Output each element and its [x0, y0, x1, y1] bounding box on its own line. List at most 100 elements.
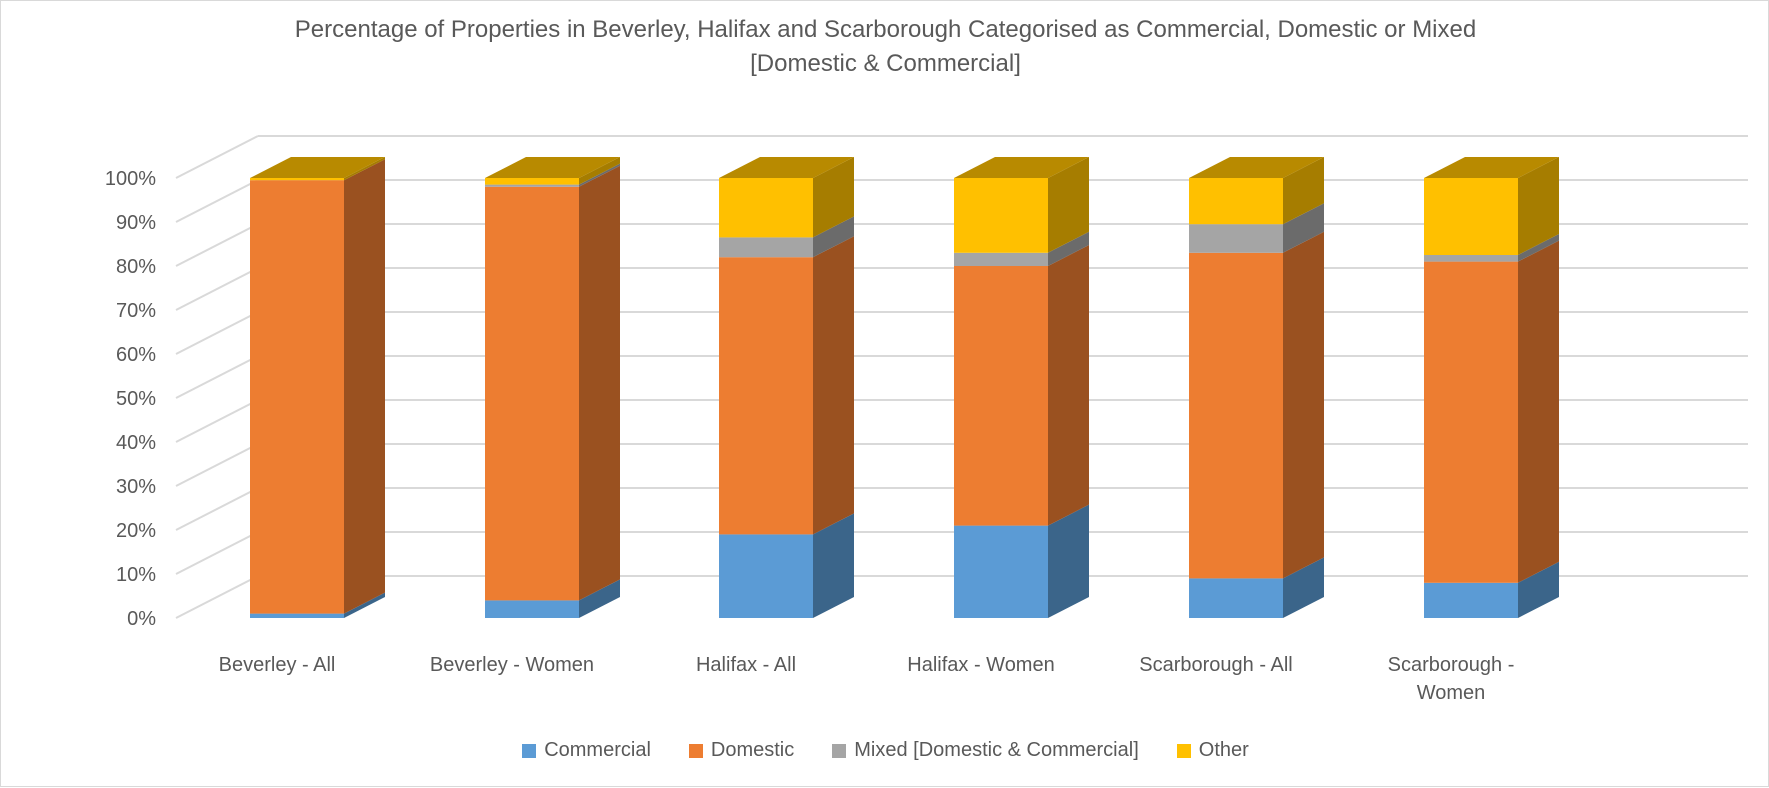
bar-domestic-side: [1518, 240, 1559, 583]
bar-other-side: [1283, 157, 1324, 225]
gridline-wall: [175, 135, 259, 179]
bar-mixed-domestic-commercial-side: [813, 216, 854, 258]
bar-domestic-front: [954, 266, 1048, 526]
chart-title-line-1: Percentage of Properties in Beverley, Ha…: [294, 16, 1477, 43]
legend-swatch: [688, 743, 703, 758]
category-label: Women: [1417, 682, 1486, 704]
bar-top: [250, 157, 385, 178]
bar-mixed-domestic-commercial-front: [1189, 224, 1283, 253]
gridline-wall: [175, 311, 259, 355]
bar-other-side: [1048, 157, 1089, 253]
chart-title-line-2: [Domestic & Commercial]: [750, 50, 1021, 77]
bar-top: [1424, 157, 1559, 178]
bar-domestic-front: [1189, 252, 1283, 579]
bar-commercial-front: [719, 534, 813, 618]
category-label: Beverley - Women: [430, 654, 594, 676]
bar-commercial-side: [813, 513, 854, 618]
y-tick-label: 20%: [116, 520, 156, 542]
y-tick-label: 30%: [116, 476, 156, 498]
legend: Commercial Domestic Mixed [Domestic & Comm…: [1, 739, 1769, 762]
category-label: Scarborough -: [1388, 654, 1515, 676]
category-label: Halifax - All: [696, 654, 796, 676]
bar-mixed-domestic-commercial-side: [1518, 234, 1559, 262]
y-axis-labels: 0% 10% 20% 30% 40% 50% 60% 70% 80% 90% 100%: [105, 168, 156, 630]
gridline-wall: [175, 531, 259, 575]
bar-other-side: [1518, 157, 1559, 255]
legend-label: Commercial: [544, 739, 651, 761]
bar-top: [954, 157, 1089, 178]
bar-other-front: [1189, 178, 1283, 225]
bar-mixed-domestic-commercial-side: [579, 163, 620, 187]
y-tick-label: 10%: [116, 564, 156, 586]
y-tick-label: 100%: [105, 168, 156, 190]
gridline-wall: [175, 355, 259, 399]
bar-mixed-domestic-commercial-front: [954, 252, 1048, 266]
bar-commercial-front: [485, 600, 579, 618]
legend-swatch: [1176, 743, 1191, 758]
bar-top: [719, 157, 854, 178]
bar-stack: [954, 157, 1089, 618]
y-tick-label: 0%: [127, 608, 156, 630]
bar-stack: [719, 157, 854, 618]
bar-domestic-side: [1048, 245, 1089, 526]
category-label: Halifax - Women: [907, 654, 1054, 676]
category-labels: Beverley - All Beverley - Women Halifax - …: [219, 654, 1515, 704]
legend-label: Other: [1198, 739, 1249, 761]
bar-domestic-front: [1424, 261, 1518, 583]
legend-label: Mixed [Domestic & Commercial]: [854, 739, 1139, 761]
bar-mixed-domestic-commercial-front: [485, 184, 579, 187]
bar-mixed-domestic-commercial-front: [719, 237, 813, 258]
bar-commercial-front: [1189, 578, 1283, 618]
gridline-wall: [175, 223, 259, 267]
y-tick-label: 80%: [116, 256, 156, 278]
bar-mixed-domestic-commercial-front: [1424, 255, 1518, 262]
y-tick-label: 40%: [116, 432, 156, 454]
bar-domestic-side: [813, 236, 854, 535]
bar-mixed-domestic-commercial-side: [1283, 203, 1324, 253]
bar-other-front: [485, 178, 579, 185]
bar-other-front: [954, 178, 1048, 253]
bar-domestic-side: [1283, 231, 1324, 579]
bar-mixed-domestic-commercial-side: [1048, 231, 1089, 266]
gridline-wall: [175, 487, 259, 531]
bars: [250, 157, 1559, 618]
category-label: Beverley - All: [219, 654, 336, 676]
bar-other-side: [813, 157, 854, 238]
legend-swatch: [832, 743, 847, 758]
bar-stack: [485, 157, 620, 618]
legend-item: Mixed [Domestic & Commercial]: [832, 739, 1139, 762]
legend-item: Other: [1176, 739, 1249, 762]
y-tick-label: 90%: [116, 212, 156, 234]
y-tick-label: 70%: [116, 300, 156, 322]
category-label: Scarborough - All: [1139, 654, 1292, 676]
bar-stack: [250, 157, 385, 618]
gridline-wall: [175, 179, 259, 223]
bar-commercial-front: [250, 613, 344, 618]
bar-other-side: [344, 157, 385, 181]
y-tick-label: 60%: [116, 344, 156, 366]
bar-commercial-side: [1283, 557, 1324, 618]
bar-domestic-front: [250, 180, 344, 614]
bar-commercial-side: [579, 579, 620, 618]
gridline-wall: [175, 399, 259, 443]
bar-other-side: [579, 157, 620, 185]
legend-item: Domestic: [688, 739, 795, 762]
bar-domestic-side: [344, 159, 385, 614]
bar-commercial-front: [1424, 582, 1518, 618]
bar-commercial-side: [344, 592, 385, 618]
legend-item: Commercial: [522, 739, 651, 762]
bar-domestic-front: [719, 257, 813, 535]
legend-label: Domestic: [710, 739, 795, 761]
bar-top: [485, 157, 620, 178]
bar-domestic-front: [485, 186, 579, 601]
chart-title: Percentage of Properties in Beverley, Ha…: [1, 13, 1769, 81]
bar-stack: [1424, 157, 1559, 618]
bar-commercial-front: [954, 525, 1048, 618]
gridline-wall: [175, 443, 259, 487]
bar-domestic-side: [579, 165, 620, 601]
bar-other-front: [250, 178, 344, 181]
bar-top: [1189, 157, 1324, 178]
bar-commercial-side: [1048, 504, 1089, 618]
bar-stack: [1189, 157, 1324, 618]
